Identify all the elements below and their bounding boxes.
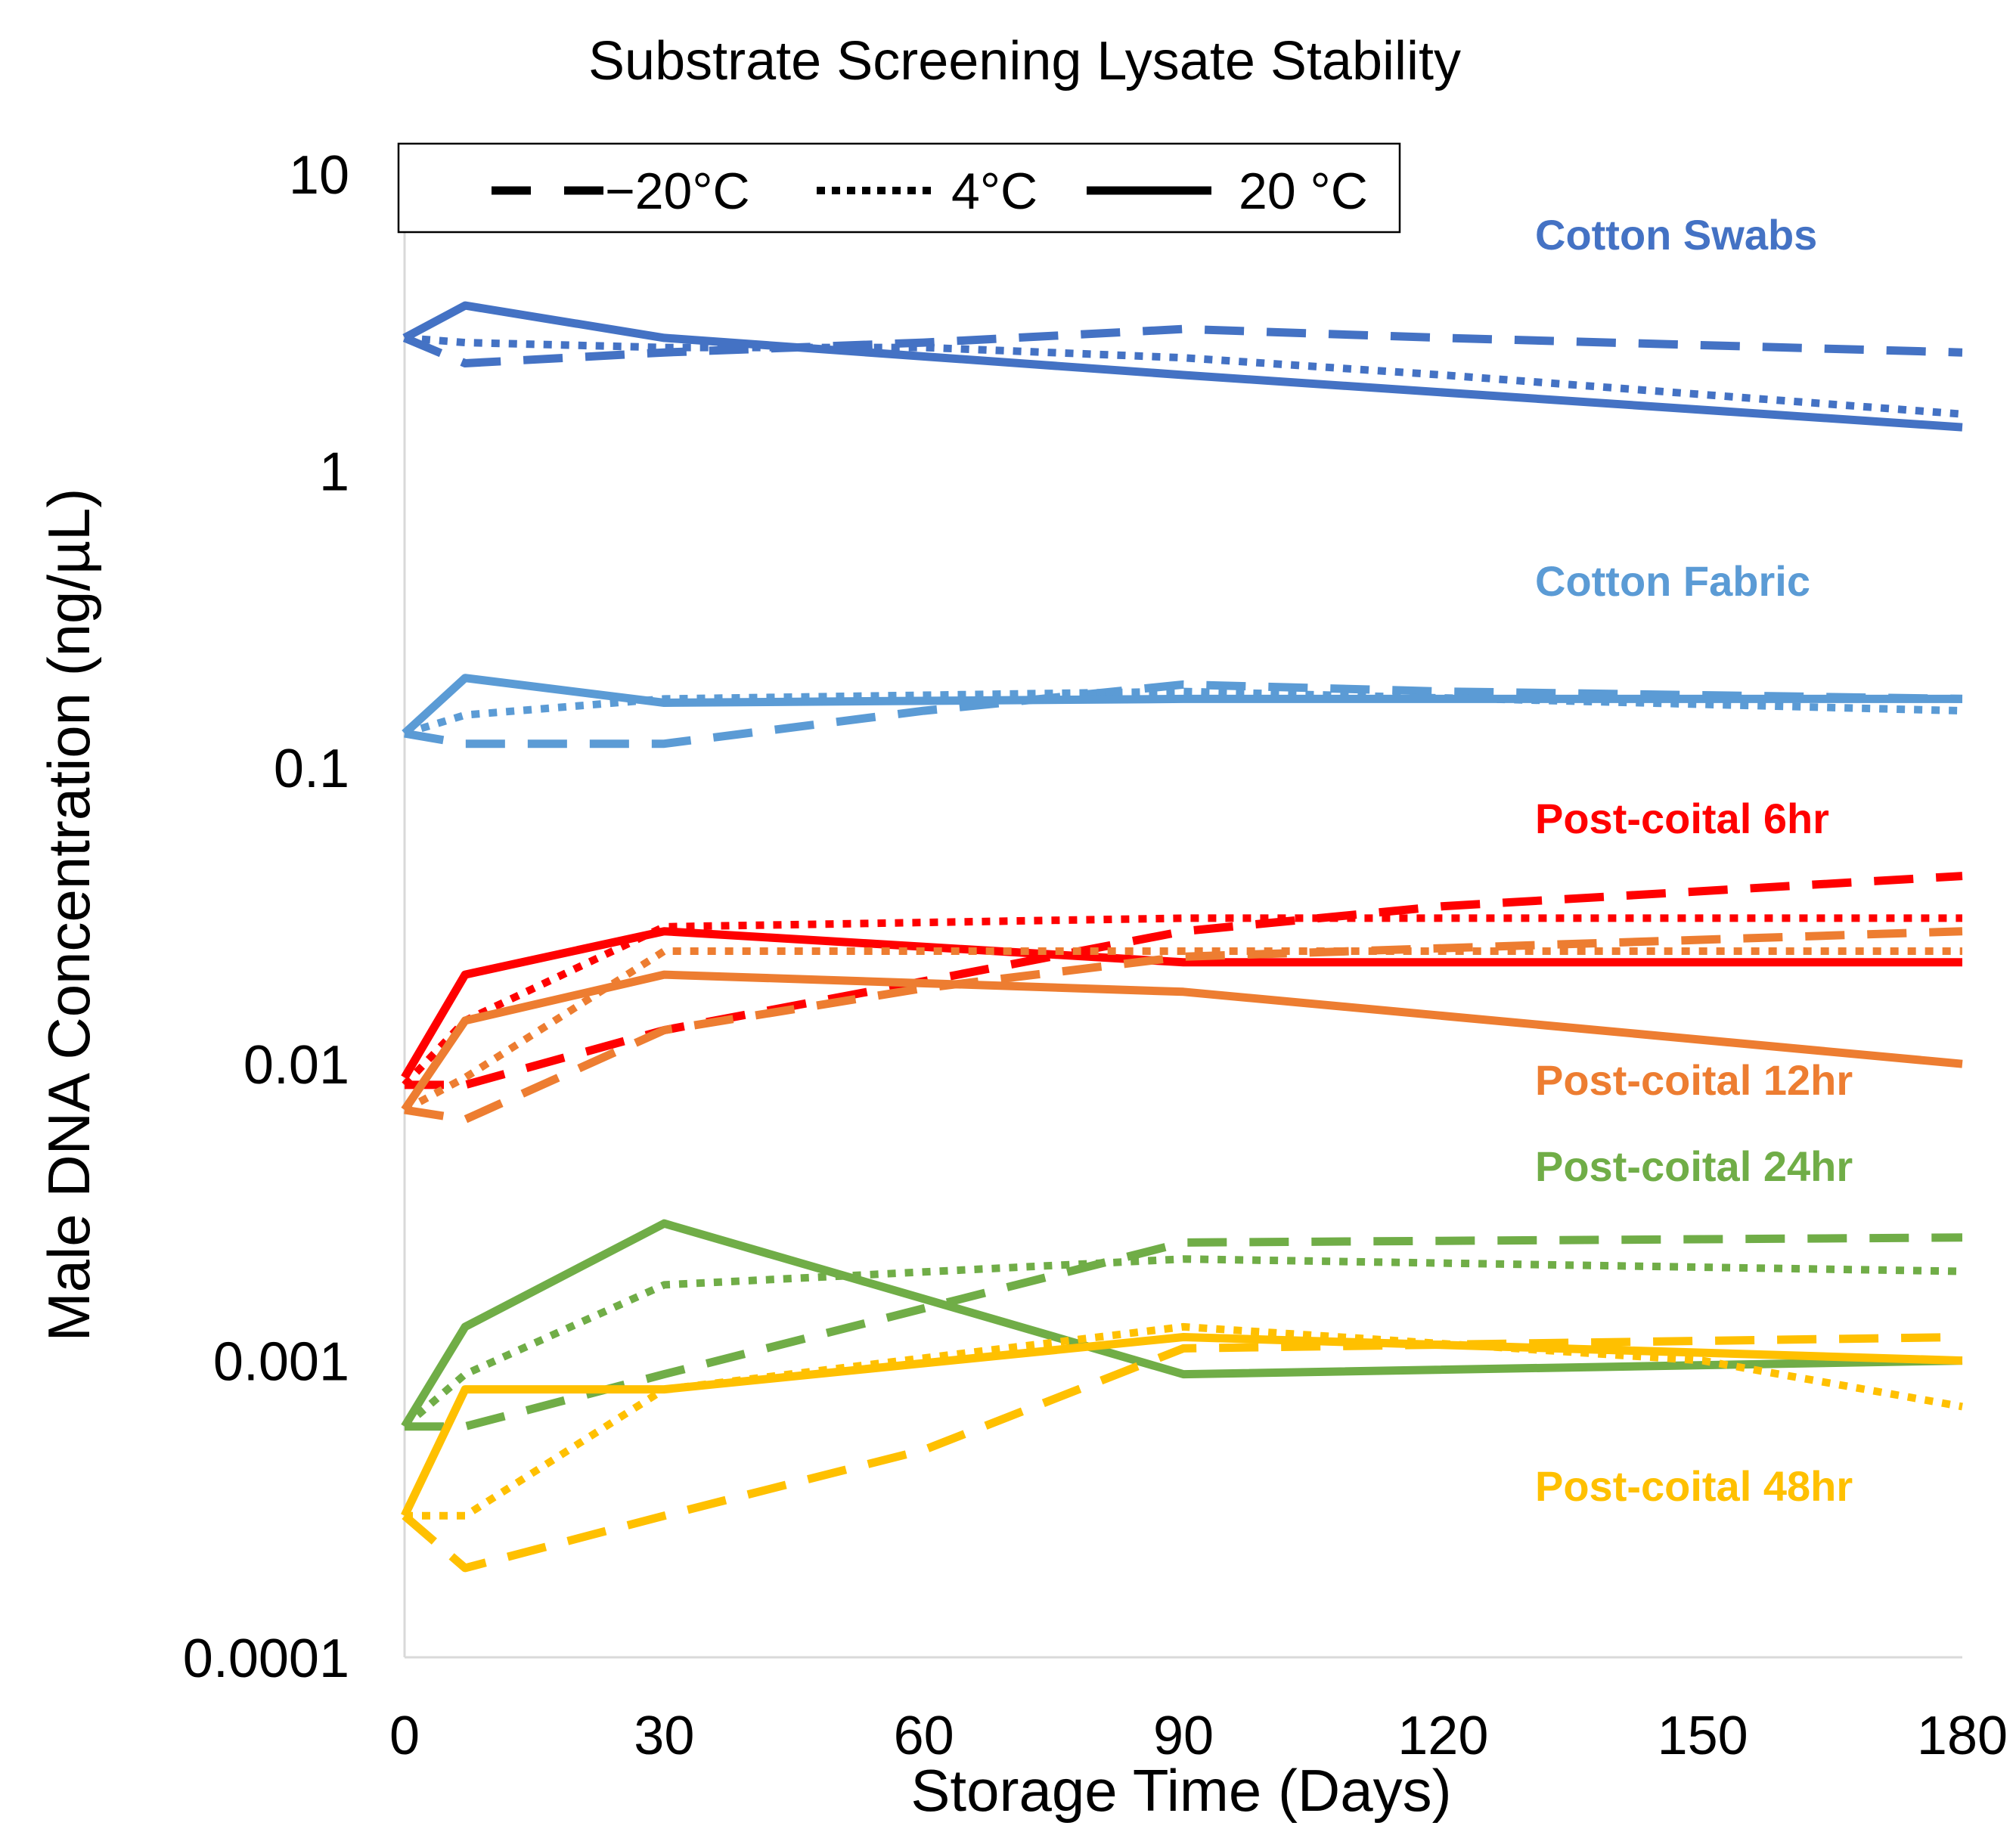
group-label: Post-coital 6hr: [1535, 795, 1829, 842]
x-axis-title: Storage Time (Days): [910, 1757, 1451, 1824]
chart-title: Substrate Screening Lysate Stability: [588, 31, 1461, 91]
group-label: Cotton Swabs: [1535, 211, 1817, 259]
series-line-post-coital-6hr-dotted: [402, 914, 1962, 1088]
series-line-post-coital-12hr-dashed: [404, 927, 1963, 1124]
x-tick-label: 60: [894, 1706, 954, 1766]
x-tick-label: 30: [634, 1706, 694, 1766]
series-line-post-coital-12hr-dotted: [402, 947, 1962, 1114]
series-line-post-coital-6hr-solid: [401, 927, 1962, 1080]
series-line-cotton-fabric-dashed: [404, 680, 1963, 749]
series-line-cotton-swabs-dashed: [402, 324, 1963, 367]
y-tick-label: 0.01: [243, 1035, 349, 1096]
y-tick-label: 10: [289, 145, 349, 206]
legend-label: −20°C: [605, 163, 750, 220]
series-line-post-coital-24hr-dashed: [405, 1233, 1963, 1431]
series-line-post-coital-12hr-solid: [401, 970, 1963, 1113]
y-tick-label: 0.001: [213, 1332, 349, 1393]
x-tick-label: 0: [389, 1706, 420, 1766]
group-label: Post-coital 48hr: [1535, 1462, 1853, 1510]
legend-label: 20 °C: [1239, 163, 1368, 220]
series-line-post-coital-24hr-dotted: [402, 1255, 1963, 1430]
legend: −20°C 4°C 20 °C: [397, 142, 1401, 234]
y-tick-label: 0.0001: [183, 1629, 349, 1689]
x-tick-label: 120: [1397, 1706, 1488, 1766]
x-tick-label: 90: [1153, 1706, 1214, 1766]
series-line-cotton-swabs-solid: [402, 301, 1963, 432]
x-tick-label: 150: [1658, 1706, 1748, 1766]
series-line-post-coital-48hr-solid: [401, 1333, 1963, 1518]
group-label: Cotton Fabric: [1535, 557, 1810, 605]
series-line-cotton-fabric-solid: [402, 674, 1962, 737]
series-line-post-coital-48hr-dotted: [405, 1322, 1963, 1520]
y-tick-label: 1: [319, 442, 349, 502]
group-label: Post-coital 24hr: [1535, 1142, 1853, 1190]
y-axis-title: Male DNA Concentration (ng/µL): [36, 488, 102, 1342]
x-tick-label: 180: [1917, 1706, 2008, 1766]
group-labels: Cotton Swabs Cotton Fabric Post-coital 6hr…: [1535, 211, 1853, 1510]
series-line-post-coital-24hr-solid: [401, 1219, 1963, 1429]
legend-label: 4°C: [951, 163, 1037, 220]
group-label: Post-coital 12hr: [1535, 1056, 1853, 1104]
y-tick-label: 0.1: [274, 739, 349, 799]
axes: 0 30 60 90 120 150 180 10 1 0.1 0.01 0.001 0.0001: [183, 145, 2008, 1766]
series-line-post-coital-48hr-dashed: [402, 1333, 1963, 1573]
series-layer: [401, 301, 1963, 1573]
